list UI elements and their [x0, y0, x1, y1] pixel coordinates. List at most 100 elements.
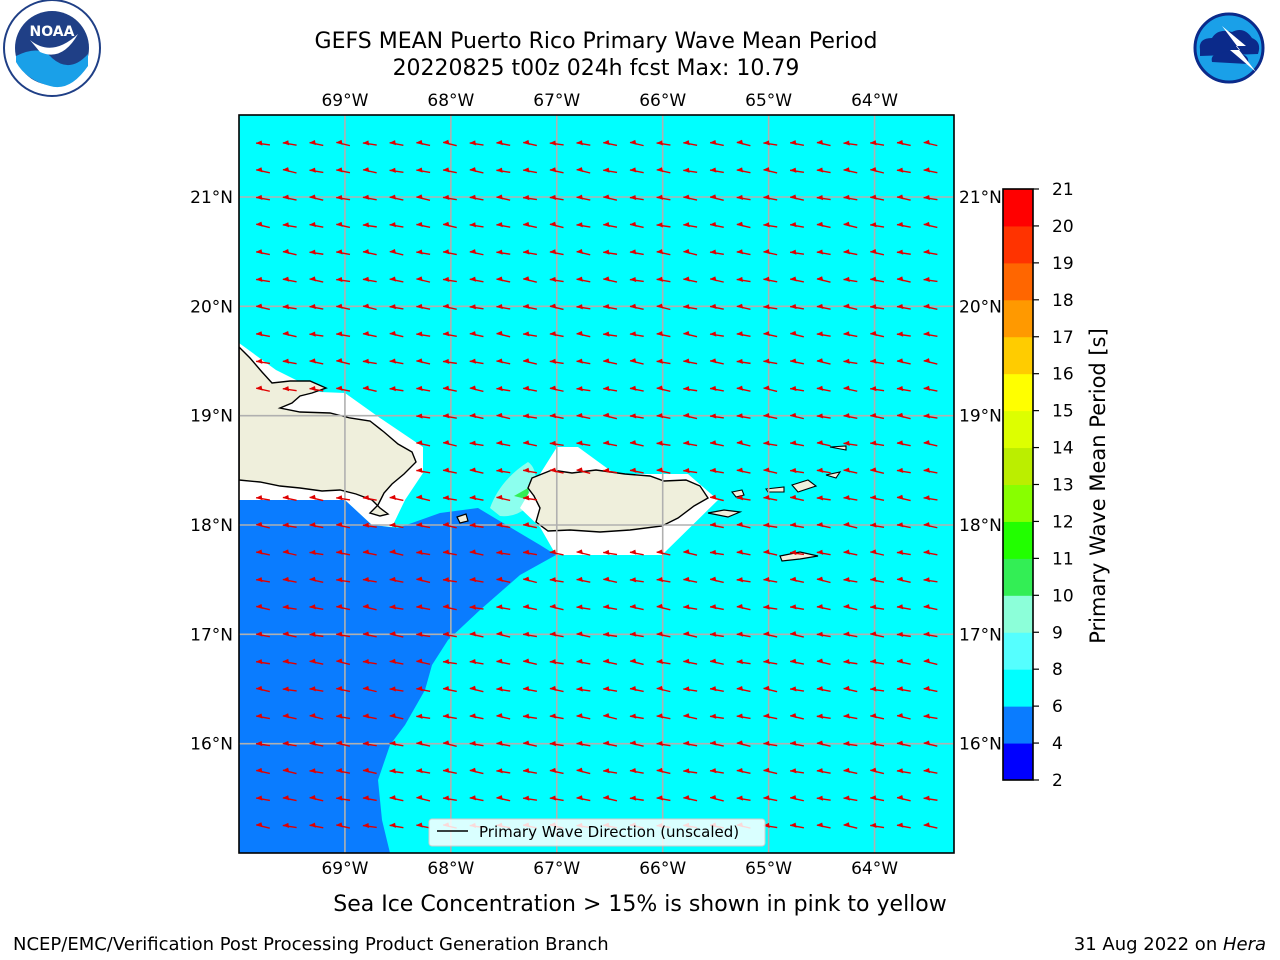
wave-arrow — [309, 713, 324, 720]
wave-arrow — [576, 658, 591, 665]
wave-arrow — [709, 413, 724, 419]
wave-arrow — [336, 795, 351, 801]
lon-tick-label-bottom: 64°W — [851, 859, 898, 879]
wave-arrow — [683, 440, 698, 447]
colorbar-tick-label: 10 — [1052, 586, 1074, 606]
wave-arrow — [362, 659, 377, 665]
wave-arrow — [923, 167, 938, 174]
wave-arrow — [763, 658, 778, 665]
wave-arrow — [282, 604, 297, 610]
wave-arrow — [522, 795, 538, 801]
wave-arrow — [683, 248, 698, 256]
wave-arrow — [362, 249, 377, 256]
wave-arrow — [282, 740, 297, 747]
wave-arrow — [923, 249, 938, 256]
wave-arrow — [389, 686, 404, 692]
wave-arrow — [282, 358, 297, 365]
wave-arrow — [870, 358, 885, 365]
wave-arrow — [416, 549, 431, 556]
wave-arrow — [656, 767, 671, 775]
wave-arrow — [870, 576, 885, 583]
wave-arrow — [416, 139, 431, 147]
wave-arrow — [523, 139, 537, 147]
wave-arrow — [469, 740, 484, 747]
wave-arrow — [496, 740, 511, 747]
wave-arrow — [336, 604, 351, 611]
wave-arrow — [789, 167, 805, 174]
wave-arrow — [763, 249, 778, 256]
wave-arrow — [469, 413, 484, 420]
wave-arrow — [603, 331, 618, 337]
lat-tick-label-right: 19°N — [959, 407, 1002, 427]
wave-arrow — [656, 467, 671, 474]
wave-arrow — [603, 385, 618, 392]
colorbar-tick-label: 13 — [1052, 476, 1074, 496]
wave-arrow — [389, 140, 404, 146]
wave-arrow — [736, 740, 751, 747]
colorbar-tick-label: 8 — [1052, 660, 1063, 680]
wave-arrow — [789, 768, 805, 774]
wave-arrow — [789, 222, 805, 228]
wave-arrow — [629, 249, 644, 256]
wave-arrow — [309, 167, 324, 174]
wave-arrow — [816, 276, 831, 283]
wave-arrow — [309, 494, 324, 502]
wave-arrow — [683, 686, 698, 692]
wave-arrow — [496, 549, 511, 556]
wave-arrow — [255, 358, 271, 365]
wave-arrow — [549, 659, 564, 665]
wave-arrow — [576, 549, 591, 556]
wave-arrow — [843, 767, 858, 775]
wave-arrow — [843, 167, 858, 174]
wave-arrow — [603, 795, 618, 802]
wave-arrow — [870, 440, 885, 447]
wave-arrow — [816, 631, 831, 638]
wave-arrow — [870, 767, 885, 775]
wave-arrow — [523, 658, 537, 666]
wave-arrow — [629, 658, 644, 666]
colorbar-segment — [1003, 336, 1033, 375]
wave-arrow — [789, 440, 805, 447]
wave-arrow — [656, 413, 671, 420]
wave-arrow — [603, 276, 618, 283]
wave-arrow — [576, 140, 591, 146]
wave-arrow — [362, 631, 377, 638]
wave-arrow — [736, 685, 751, 693]
wave-arrow — [736, 331, 751, 338]
wave-arrow — [362, 276, 377, 283]
wave-arrow — [309, 604, 324, 611]
wave-arrow — [603, 549, 618, 556]
wave-arrow — [576, 767, 591, 775]
wave-arrow — [816, 686, 831, 693]
wave-arrow — [683, 795, 698, 802]
wave-arrow — [282, 276, 297, 283]
wave-arrow — [442, 577, 457, 583]
lat-tick-label-right: 20°N — [959, 297, 1002, 317]
wave-arrow — [736, 358, 751, 365]
wave-arrow — [709, 549, 724, 556]
wave-arrow — [522, 249, 538, 256]
wave-arrow — [442, 303, 457, 311]
lat-tick-label-right: 16°N — [959, 735, 1002, 755]
wave-arrow — [576, 331, 591, 338]
wave-arrow — [416, 576, 431, 584]
wave-arrow — [656, 140, 671, 146]
wave-arrow — [442, 413, 457, 419]
wave-arrow — [389, 713, 404, 720]
map-tick-labels: 69°W 69°W 68°W 68°W 67°W 67°W 66°W 66°W 65°W 65°W… — [190, 91, 1002, 879]
wave-arrow — [763, 713, 778, 720]
wave-arrow — [496, 768, 511, 774]
st-croix-island — [779, 551, 819, 562]
wave-arrow — [736, 303, 751, 311]
wave-arrow — [870, 522, 885, 529]
lat-tick-label-left: 21°N — [190, 188, 233, 208]
wave-arrow — [656, 440, 671, 447]
wave-arrow — [309, 303, 324, 310]
wave-arrow — [923, 658, 938, 666]
wave-arrow — [522, 167, 538, 174]
wave-arrow — [709, 303, 724, 310]
wave-arrow — [362, 303, 377, 311]
wave-arrow — [736, 522, 751, 529]
wave-arrow — [336, 577, 351, 583]
